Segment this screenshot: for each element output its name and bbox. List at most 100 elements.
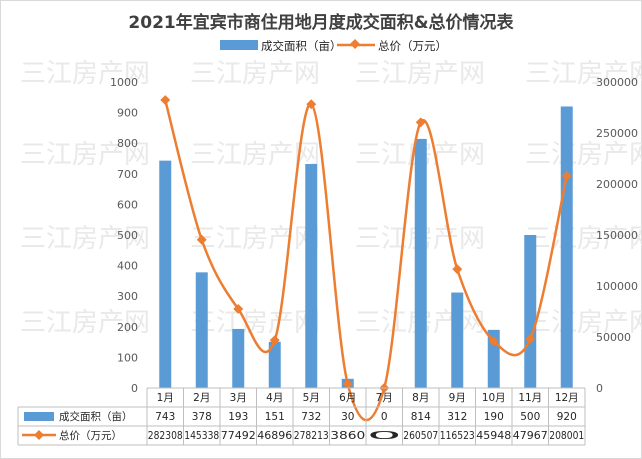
line-point: [269, 335, 280, 346]
line-point: [561, 170, 572, 181]
x-tick-label: 6月: [339, 392, 356, 404]
table-cell-area: 190: [484, 411, 504, 423]
x-tick-label: 1月: [157, 392, 174, 404]
table-cell-area: 151: [265, 411, 285, 423]
x-tick-label: 10月: [482, 392, 506, 404]
chart-title: 2021年宜宾市商住用地月度成交面积&总价情况表: [128, 12, 514, 33]
table-cell-area: 0: [381, 411, 388, 423]
axes: 0 100 200 300 400 500 600 700 800 900 1000 0 50000 10…: [110, 76, 638, 395]
legend-bar-swatch: [220, 40, 258, 50]
table-cell-area: 378: [192, 411, 212, 423]
table-cell-price: 116523: [440, 430, 475, 442]
watermark-text: 三江房产网: [525, 140, 642, 170]
table-bar-swatch: [24, 412, 54, 421]
y-right-tick-label: 300000: [596, 76, 638, 89]
y-left-tick-label: 700: [117, 168, 138, 181]
table-cell-price: 145338: [184, 430, 219, 442]
table-row-header-price: 总价（万元）: [59, 429, 122, 442]
table-cell-price: 208001: [549, 430, 584, 442]
table-cell-area: 732: [301, 411, 321, 423]
watermark-text: 三江房产网: [20, 224, 150, 254]
table-cell-price: 47967: [513, 430, 548, 442]
table-cell-area: 193: [228, 411, 248, 423]
y-left-tick-label: 400: [117, 260, 138, 273]
table-cell-price: 46896: [257, 430, 292, 442]
watermark-text: 三江房产网: [355, 59, 485, 89]
watermark-text: 三江房产网: [20, 59, 150, 89]
table-cell-price: 260507: [403, 430, 438, 442]
table-cell-area: 500: [520, 411, 540, 423]
table-cell-area: 920: [557, 411, 577, 423]
line-point: [488, 336, 499, 347]
watermark-text: 三江房产网: [190, 308, 320, 338]
x-tick-label: 7月: [376, 392, 393, 404]
table-cell-price: 278213: [294, 430, 329, 442]
watermark-text: 三江房产网: [190, 224, 320, 254]
table-cell-price: 0: [367, 430, 402, 442]
x-tick-label: 2月: [193, 392, 210, 404]
x-tick-label: 9月: [449, 392, 466, 404]
bar: [560, 106, 573, 388]
watermark-layer: 三江房产网三江房产网三江房产网三江房产网三江房产网三江房产网三江房产网三江房产网…: [20, 59, 642, 338]
bar: [414, 138, 427, 388]
y-right-tick-label: 250000: [596, 127, 638, 140]
bar: [305, 164, 318, 388]
y-left-tick-label: 0: [131, 382, 138, 395]
bar: [451, 292, 464, 388]
table-cell-price: 3860: [330, 430, 365, 442]
y-right-tick-label: 100000: [596, 280, 638, 293]
table-cell-price: 282308: [148, 430, 183, 442]
data-table: 1月 743 282308 2月 378 145338 3月 193 77492 4月 151 468…: [17, 387, 586, 446]
table-line-marker: [34, 430, 44, 440]
table-cell-area: 30: [341, 411, 354, 423]
watermark-text: 三江房产网: [190, 59, 320, 89]
bar: [159, 160, 172, 388]
watermark-text: 三江房产网: [20, 308, 150, 338]
y-right-tick-label: 50000: [596, 331, 631, 344]
table-cell-area: 814: [411, 411, 431, 423]
y-right-tick-label: 150000: [596, 229, 638, 242]
y-left-tick-label: 500: [117, 229, 138, 242]
y-right-tick-label: 0: [596, 382, 603, 395]
watermark-text: 三江房产网: [525, 224, 642, 254]
watermark-text: 三江房产网: [525, 59, 642, 89]
bar: [232, 328, 245, 388]
x-tick-label: 5月: [303, 392, 320, 404]
line-point: [196, 234, 207, 245]
x-tick-label: 12月: [555, 392, 579, 404]
line-point: [452, 264, 463, 275]
x-tick-label: 3月: [230, 392, 247, 404]
legend-line-marker: [350, 39, 360, 49]
table-row-header-area: 成交面积（亩）: [59, 410, 133, 423]
table-cell-price: 45948: [476, 430, 511, 442]
line-point: [160, 95, 171, 105]
watermark-text: 三江房产网: [20, 140, 150, 170]
table-cell-area: 743: [155, 411, 175, 423]
legend-bar-label: 成交面积（亩）: [261, 39, 342, 53]
x-tick-label: 11月: [518, 392, 542, 404]
y-left-tick-label: 200: [117, 321, 138, 334]
watermark-text: 三江房产网: [525, 308, 642, 338]
bar: [524, 235, 537, 388]
y-left-tick-label: 800: [117, 137, 138, 150]
bar: [195, 272, 208, 388]
line-series: [160, 95, 572, 422]
y-left-tick-label: 600: [117, 198, 138, 211]
line-point: [233, 304, 244, 314]
bar: [268, 341, 281, 388]
y-left-tick-label: 1000: [110, 76, 138, 89]
legend: 成交面积（亩） 总价（万元）: [220, 39, 447, 53]
y-left-tick-label: 300: [117, 290, 138, 303]
y-left-tick-label: 900: [117, 107, 138, 120]
y-left-tick-label: 100: [117, 351, 138, 364]
line-point: [342, 379, 353, 390]
line-point: [415, 117, 426, 128]
table-cell-price: 77492: [221, 430, 256, 442]
x-tick-label: 8月: [412, 392, 429, 404]
line-point: [525, 334, 536, 345]
legend-line-label: 总价（万元）: [378, 39, 447, 53]
x-tick-label: 4月: [266, 392, 283, 404]
y-right-tick-label: 200000: [596, 178, 638, 191]
table-cell-area: 312: [447, 411, 467, 423]
